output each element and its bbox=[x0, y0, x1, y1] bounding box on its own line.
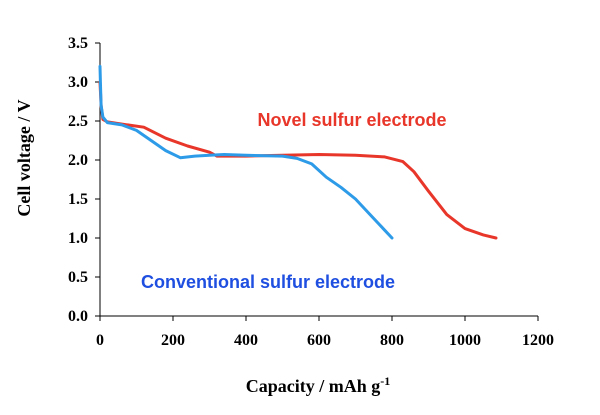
novel-electrode-annotation: Novel sulfur electrode bbox=[257, 110, 446, 130]
x-tick-label: 800 bbox=[380, 332, 404, 349]
x-tick-label: 600 bbox=[307, 332, 331, 349]
ticks: 0.0 0.5 1.0 1.5 2.0 2.5 3.0 3.5 0 200 400 600 800 100… bbox=[68, 35, 554, 349]
y-tick-label: 3.0 bbox=[68, 74, 88, 91]
y-tick-label: 2.5 bbox=[68, 113, 88, 130]
y-tick-label: 0.5 bbox=[68, 269, 88, 286]
y-tick-label: 3.5 bbox=[68, 35, 88, 52]
x-tick-label: 1200 bbox=[522, 332, 554, 349]
x-tick-label: 1000 bbox=[449, 332, 481, 349]
x-axis-label-superscript: -1 bbox=[380, 374, 390, 388]
x-tick-label: 400 bbox=[234, 332, 258, 349]
conventional-electrode-annotation: Conventional sulfur electrode bbox=[141, 272, 395, 292]
y-tick-label: 2.0 bbox=[68, 152, 88, 169]
series-layer bbox=[98, 64, 498, 240]
y-tick-label: 0.0 bbox=[68, 308, 88, 325]
y-axis-label: Cell voltage / V bbox=[14, 99, 34, 216]
x-tick-label: 0 bbox=[96, 332, 104, 349]
x-tick-label: 200 bbox=[161, 332, 185, 349]
y-tick-label: 1.0 bbox=[68, 230, 88, 247]
x-axis-label-text: Capacity / mAh g bbox=[246, 376, 381, 396]
x-axis-label: Capacity / mAh g-1 bbox=[246, 374, 391, 396]
series-line-conventional bbox=[98, 64, 394, 240]
y-tick-label: 1.5 bbox=[68, 191, 88, 208]
